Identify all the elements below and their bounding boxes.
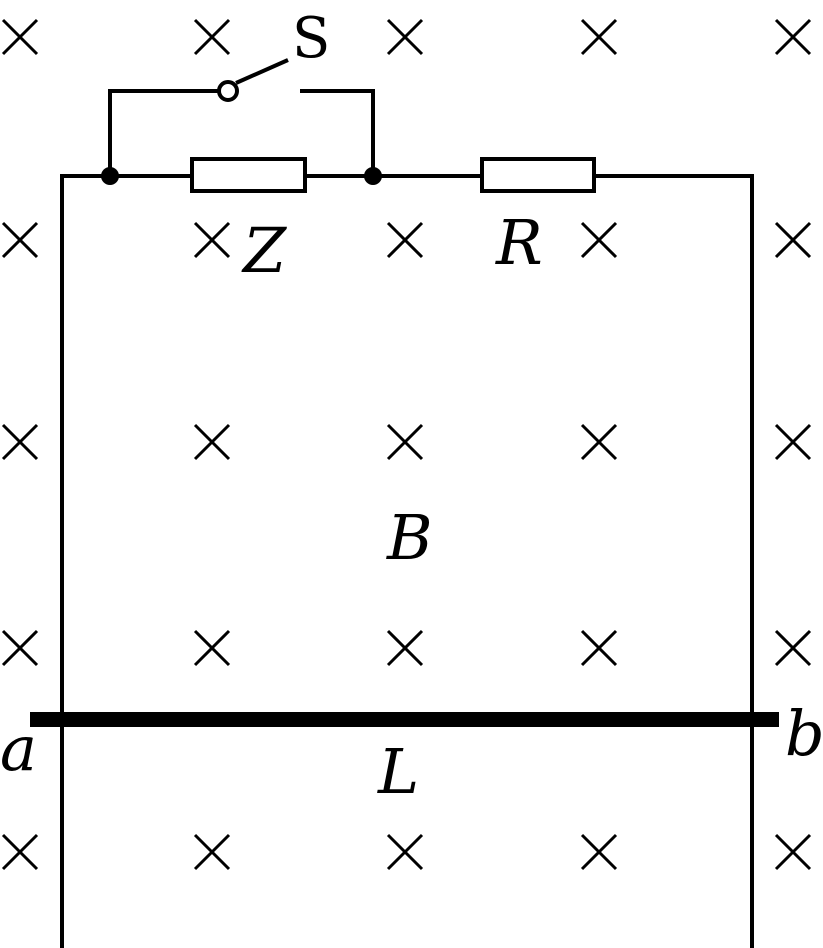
switch-right-branch — [300, 89, 375, 176]
field-cross-mark — [193, 629, 231, 667]
field-cross-mark — [1, 18, 39, 56]
field-cross-mark — [580, 221, 618, 259]
field-cross-mark — [774, 221, 812, 259]
end-b-label: b — [785, 697, 823, 770]
field-cross-mark — [774, 423, 812, 461]
field-cross-mark — [580, 833, 618, 871]
switch-blade — [235, 58, 289, 85]
junction-dot-left — [101, 167, 119, 185]
conducting-rod — [30, 712, 779, 727]
field-cross-mark — [386, 833, 424, 871]
left-rail — [60, 174, 110, 948]
magnetic-field-label: B — [386, 501, 433, 574]
field-cross-mark — [386, 221, 424, 259]
rod-label: L — [377, 735, 419, 808]
field-cross-mark — [1, 629, 39, 667]
field-cross-mark — [580, 18, 618, 56]
field-cross-mark — [580, 629, 618, 667]
switch-pivot — [217, 80, 239, 102]
field-cross-mark — [386, 18, 424, 56]
magnetic-field-crosses — [1, 18, 812, 871]
field-cross-mark — [774, 18, 812, 56]
switch-label: S — [292, 6, 330, 71]
resistor-r-label: R — [495, 206, 543, 279]
field-cross-mark — [1, 221, 39, 259]
field-cross-mark — [193, 18, 231, 56]
field-cross-mark — [774, 629, 812, 667]
field-cross-mark — [1, 833, 39, 871]
junction-dot-right — [364, 167, 382, 185]
field-cross-mark — [193, 833, 231, 871]
resistor-r — [480, 157, 596, 193]
field-cross-mark — [193, 221, 231, 259]
right-rail — [594, 174, 754, 948]
component-z — [190, 157, 307, 193]
end-a-label: a — [0, 712, 37, 785]
field-cross-mark — [580, 423, 618, 461]
switch-left-branch — [108, 89, 220, 176]
field-cross-mark — [386, 629, 424, 667]
component-z-label: Z — [241, 214, 287, 287]
field-cross-mark — [386, 423, 424, 461]
field-cross-mark — [193, 423, 231, 461]
field-cross-mark — [1, 423, 39, 461]
field-cross-mark — [774, 833, 812, 871]
